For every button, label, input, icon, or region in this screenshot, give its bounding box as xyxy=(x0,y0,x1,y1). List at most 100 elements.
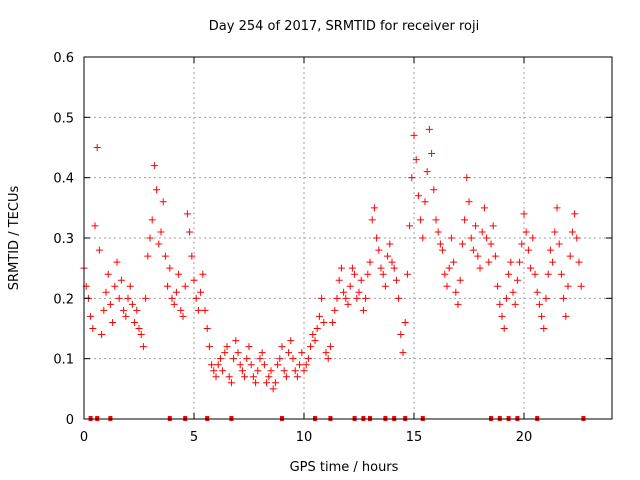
data-point xyxy=(524,246,532,254)
data-point xyxy=(472,222,480,230)
data-point xyxy=(384,252,392,260)
data-point xyxy=(115,294,123,302)
data-point xyxy=(401,318,409,326)
data-point xyxy=(313,325,321,332)
data-point xyxy=(221,349,229,357)
data-point xyxy=(485,258,493,266)
data-point xyxy=(214,361,222,369)
data-point xyxy=(170,300,178,308)
data-point xyxy=(555,240,563,248)
data-point xyxy=(500,325,508,332)
data-point xyxy=(507,258,515,266)
data-point xyxy=(410,131,418,139)
data-point xyxy=(326,343,334,351)
data-point xyxy=(476,264,484,272)
data-point xyxy=(102,288,110,296)
data-point xyxy=(478,228,486,236)
data-point xyxy=(395,294,403,302)
data-point xyxy=(509,288,517,296)
data-point xyxy=(315,312,323,320)
data-point xyxy=(454,300,462,308)
data-point xyxy=(117,276,125,284)
data-point xyxy=(278,343,286,351)
data-point xyxy=(553,204,561,212)
data-point xyxy=(320,318,328,326)
data-point xyxy=(91,222,99,230)
data-point xyxy=(452,288,460,296)
data-point xyxy=(208,361,216,369)
data-point xyxy=(557,270,565,278)
data-point xyxy=(177,306,185,314)
data-point xyxy=(575,258,583,266)
data-point xyxy=(562,312,570,320)
grid-lines xyxy=(84,57,612,419)
data-point xyxy=(357,276,365,284)
x-axis: 0 5 10 15 20 xyxy=(80,57,532,445)
data-point xyxy=(577,282,585,290)
data-point xyxy=(89,325,97,332)
data-point xyxy=(135,325,143,332)
data-point xyxy=(124,294,132,302)
data-point xyxy=(203,325,211,332)
data-point xyxy=(502,294,510,302)
data-point xyxy=(551,228,559,236)
data-point xyxy=(571,210,579,218)
data-point xyxy=(298,349,306,357)
data-point xyxy=(186,228,194,236)
data-point xyxy=(183,210,191,218)
data-point xyxy=(87,312,95,320)
data-point xyxy=(412,156,420,164)
data-point xyxy=(232,337,240,345)
data-point xyxy=(568,228,576,236)
y-tick-label: 0.6 xyxy=(53,51,74,66)
data-point xyxy=(93,144,101,151)
data-point xyxy=(274,361,282,369)
data-point xyxy=(467,234,475,242)
data-point xyxy=(421,198,429,206)
data-point xyxy=(175,270,183,278)
data-point xyxy=(461,216,469,224)
data-point xyxy=(546,246,554,254)
data-point xyxy=(337,264,345,272)
data-point xyxy=(205,343,213,351)
x-tick-label: 0 xyxy=(80,430,88,445)
data-point xyxy=(199,270,207,278)
data-point xyxy=(318,294,326,302)
data-point xyxy=(194,306,202,314)
data-point xyxy=(212,373,220,381)
data-point xyxy=(535,300,543,308)
data-point xyxy=(159,198,167,206)
data-point xyxy=(463,174,471,182)
data-point xyxy=(120,306,128,314)
data-point xyxy=(399,349,407,357)
data-point xyxy=(436,240,444,248)
data-point xyxy=(230,355,238,363)
data-point xyxy=(355,288,363,296)
data-point xyxy=(544,270,552,278)
data-point xyxy=(379,270,387,278)
data-point xyxy=(533,288,541,296)
x-axis-label: GPS time / hours xyxy=(290,460,399,475)
y-tick-label: 0 xyxy=(66,413,74,428)
data-point xyxy=(210,367,218,375)
data-point xyxy=(271,379,279,387)
data-point xyxy=(513,276,521,284)
data-point xyxy=(249,373,257,381)
data-point xyxy=(335,276,343,284)
data-point xyxy=(406,222,414,230)
data-point xyxy=(443,282,451,290)
y-tick-label: 0.2 xyxy=(53,292,74,307)
data-point xyxy=(419,234,427,242)
data-point xyxy=(489,222,497,230)
data-point xyxy=(346,282,354,290)
data-point xyxy=(364,270,372,278)
data-point xyxy=(166,264,174,272)
data-point xyxy=(146,234,154,242)
data-point xyxy=(144,252,152,260)
data-point xyxy=(329,318,337,326)
data-point xyxy=(304,355,312,363)
data-point xyxy=(128,300,136,308)
data-point xyxy=(100,306,108,314)
x-tick-label: 10 xyxy=(296,430,313,445)
data-point xyxy=(487,240,495,248)
